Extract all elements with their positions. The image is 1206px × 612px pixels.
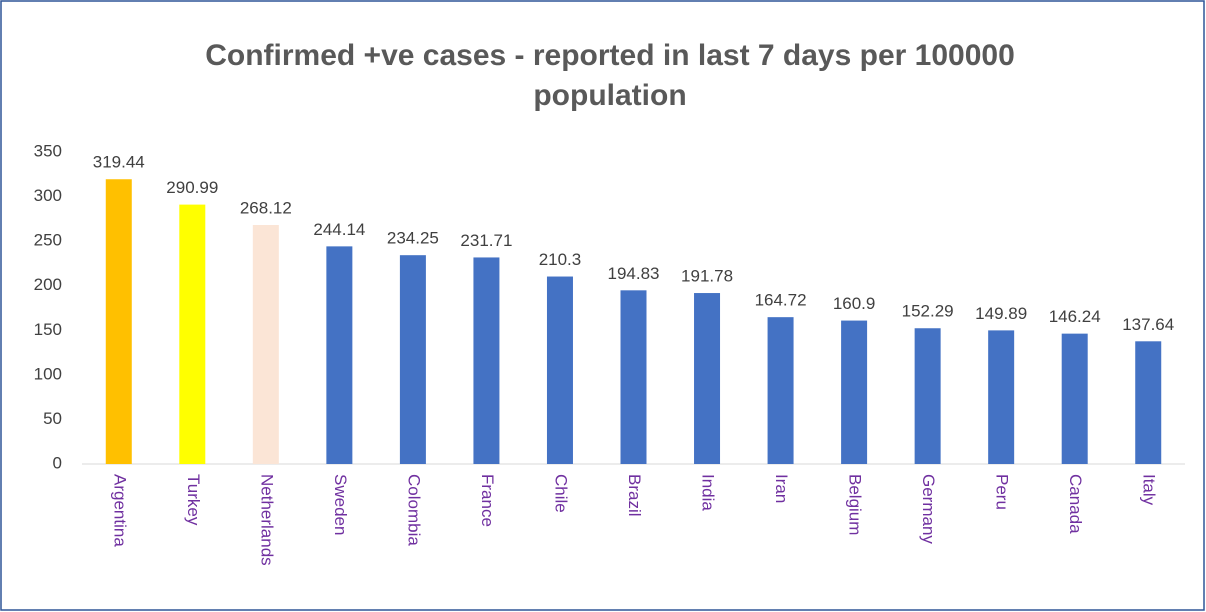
bar: [1061, 333, 1088, 464]
bar: [1135, 341, 1162, 464]
x-tick-label: Turkey: [184, 474, 203, 526]
x-tick-label: Netherlands: [257, 474, 276, 566]
data-label: 146.24: [1049, 307, 1101, 326]
x-tick-label: Brazil: [625, 474, 644, 517]
bar: [252, 224, 279, 464]
y-tick-label: 200: [34, 275, 62, 294]
data-label: 210.3: [539, 250, 582, 269]
x-tick-label: Argentina: [110, 474, 129, 547]
x-tick-label: France: [478, 474, 497, 527]
x-tick-label: Chile: [551, 474, 570, 513]
bar: [841, 320, 868, 464]
bar: [694, 293, 721, 464]
chart-title: Confirmed +ve cases - reported in last 7…: [205, 39, 1015, 112]
bar: [105, 179, 132, 464]
data-label: 191.78: [681, 267, 733, 286]
y-tick-label: 100: [34, 364, 62, 383]
y-tick-label: 0: [53, 453, 62, 472]
bar: [767, 317, 794, 464]
y-tick-label: 250: [34, 231, 62, 250]
data-label: 268.12: [240, 198, 292, 217]
y-tick-label: 350: [34, 141, 62, 160]
x-tick-label: India: [699, 474, 718, 511]
x-tick-label: Sweden: [331, 474, 350, 535]
x-tick-label: Italy: [1140, 474, 1159, 506]
x-tick-label: Colombia: [404, 474, 423, 546]
data-label: 231.71: [460, 231, 512, 250]
y-tick-label: 50: [43, 409, 62, 428]
x-tick-label: Germany: [919, 474, 938, 544]
data-label: 152.29: [902, 302, 954, 321]
bar: [179, 204, 206, 464]
y-tick-label: 150: [34, 320, 62, 339]
data-label: 160.9: [833, 294, 876, 313]
x-tick-label: Canada: [1066, 474, 1085, 534]
x-tick-label: Belgium: [846, 474, 865, 535]
bar: [326, 246, 353, 464]
data-label: 234.25: [387, 229, 439, 248]
data-label: 194.83: [608, 264, 660, 283]
x-tick-label: Iran: [772, 474, 791, 503]
data-label: 149.89: [975, 304, 1027, 323]
bar: [620, 290, 647, 464]
x-tick-label: Peru: [993, 474, 1012, 510]
data-label: 290.99: [166, 178, 218, 197]
bar: [473, 257, 500, 464]
bar: [546, 276, 573, 464]
data-label: 164.72: [755, 291, 807, 310]
bar: [914, 328, 941, 464]
bar: [399, 255, 426, 464]
data-label: 319.44: [93, 153, 145, 172]
data-label: 244.14: [313, 220, 365, 239]
bar: [988, 330, 1015, 464]
data-label: 137.64: [1122, 315, 1174, 334]
y-tick-label: 300: [34, 186, 62, 205]
